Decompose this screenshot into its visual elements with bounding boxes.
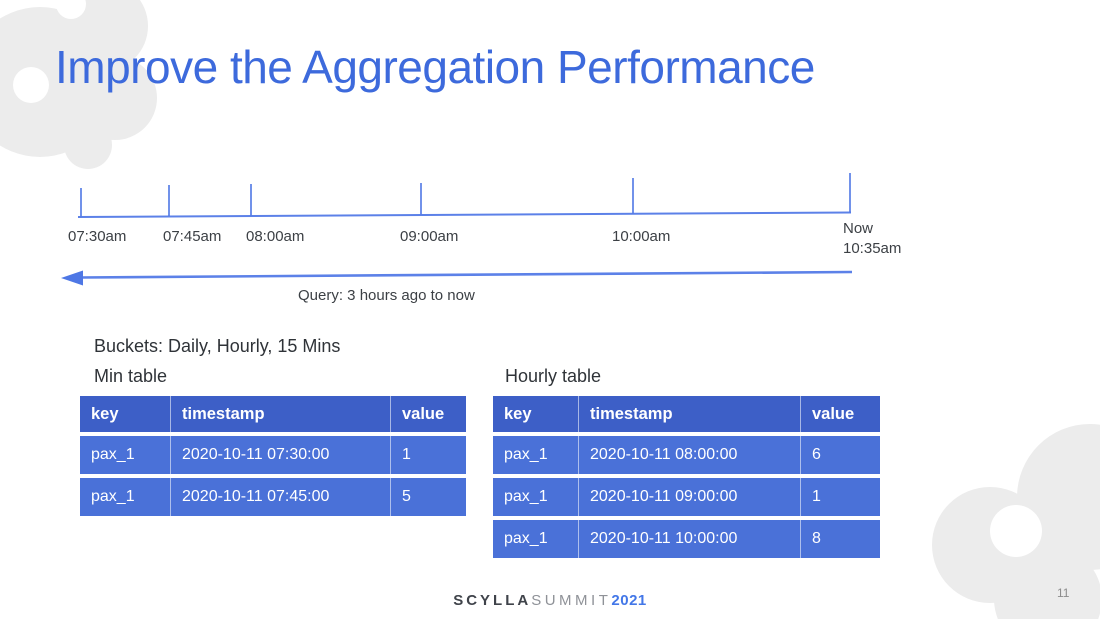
table-row: pax_1 2020-10-11 07:45:00 5	[80, 478, 466, 516]
table-cell: 2020-10-11 08:00:00	[578, 436, 800, 474]
decor-blob-bottom-right	[932, 424, 1100, 619]
table-cell: 2020-10-11 07:45:00	[170, 478, 390, 516]
table-header-cell: key	[80, 396, 170, 432]
query-arrow-head	[61, 270, 83, 286]
timeline-tick-label: 08:00am	[246, 228, 305, 245]
brand-year-text: 2021	[611, 592, 647, 609]
table-cell: 2020-10-11 10:00:00	[578, 520, 800, 558]
timeline-tick-label: 10:00am	[612, 228, 671, 245]
table-cell: 1	[390, 436, 466, 474]
table-header-cell: timestamp	[578, 396, 800, 432]
timeline-tick-label: 09:00am	[400, 228, 459, 245]
table-row: pax_1 2020-10-11 09:00:00 1	[493, 478, 880, 516]
footer-logo: SCYLLASUMMIT2021	[0, 592, 1100, 609]
buckets-label: Buckets: Daily, Hourly, 15 Mins	[94, 336, 341, 356]
min-table-caption: Min table	[94, 366, 168, 386]
table-cell: 2020-10-11 07:30:00	[170, 436, 390, 474]
table-cell: pax_1	[493, 520, 578, 558]
table-cell: 1	[800, 478, 880, 516]
table-row: pax_1 2020-10-11 10:00:00 8	[493, 520, 880, 558]
table-header-cell: value	[390, 396, 466, 432]
brand-scylla-text: SCYLLA	[453, 592, 532, 609]
min-table: key timestamp value pax_1 2020-10-11 07:…	[80, 396, 466, 520]
table-header-row: key timestamp value	[80, 396, 466, 432]
timeline-tick-label: 07:30am	[68, 228, 127, 245]
timeline-tick-label: 07:45am	[163, 228, 222, 245]
table-header-cell: value	[800, 396, 880, 432]
table-cell: 6	[800, 436, 880, 474]
hourly-table-caption: Hourly table	[505, 366, 602, 386]
hourly-table: key timestamp value pax_1 2020-10-11 08:…	[493, 396, 880, 562]
table-cell: pax_1	[493, 478, 578, 516]
page-number: 11	[1057, 586, 1070, 600]
table-header-cell: key	[493, 396, 578, 432]
table-cell: 8	[800, 520, 880, 558]
timeline-baseline	[77, 211, 852, 218]
query-arrow-line	[79, 270, 853, 279]
table-cell: pax_1	[80, 478, 170, 516]
table-header-row: key timestamp value	[493, 396, 880, 432]
table-row: pax_1 2020-10-11 08:00:00 6	[493, 436, 880, 474]
table-cell: pax_1	[80, 436, 170, 474]
timeline-now-label: Now	[843, 220, 874, 237]
brand-summit-text: SUMMIT	[531, 592, 612, 609]
table-cell: 5	[390, 478, 466, 516]
table-cell: pax_1	[493, 436, 578, 474]
query-range-label: Query: 3 hours ago to now	[298, 287, 475, 304]
slide-title: Improve the Aggregation Performance	[55, 41, 815, 93]
table-header-cell: timestamp	[170, 396, 390, 432]
timeline-now-time-label: 10:35am	[843, 240, 902, 257]
table-row: pax_1 2020-10-11 07:30:00 1	[80, 436, 466, 474]
table-cell: 2020-10-11 09:00:00	[578, 478, 800, 516]
